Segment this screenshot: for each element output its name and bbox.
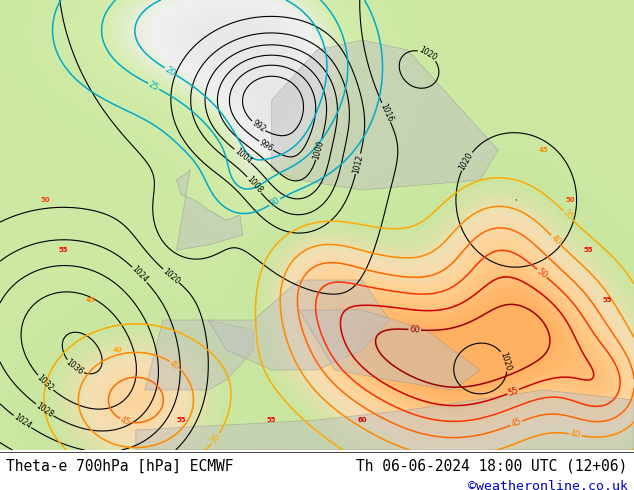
Text: 50: 50 [535,267,549,280]
Text: 1020: 1020 [417,46,438,63]
Text: 40: 40 [569,429,581,440]
Text: 55: 55 [584,247,593,253]
Text: 20: 20 [163,65,177,78]
Text: 45: 45 [86,297,96,303]
Text: 50: 50 [566,197,576,203]
Text: 1024: 1024 [12,413,33,431]
Text: 1020: 1020 [161,266,181,286]
Text: 55: 55 [267,417,276,423]
Text: ©weatheronline.co.uk: ©weatheronline.co.uk [468,480,628,490]
Text: 55: 55 [602,297,612,303]
Text: 35: 35 [209,432,223,445]
Text: 35: 35 [561,208,575,222]
Text: Theta-e 700hPa [hPa] ECMWF: Theta-e 700hPa [hPa] ECMWF [6,459,234,473]
Text: 40: 40 [113,347,123,353]
Text: 30: 30 [268,196,281,209]
Text: 45: 45 [119,415,132,427]
Text: 60: 60 [358,417,367,423]
Text: 45: 45 [538,147,548,153]
Text: 55: 55 [59,247,68,253]
Text: 25: 25 [147,80,160,93]
Text: 1012: 1012 [351,153,365,174]
Text: 55: 55 [507,386,520,398]
Text: 996: 996 [257,138,275,153]
Text: 1008: 1008 [245,174,264,195]
Text: 1036: 1036 [64,358,85,377]
Text: 45: 45 [510,417,523,429]
Text: 1020: 1020 [458,150,475,172]
Text: 40: 40 [168,358,182,371]
Text: 40: 40 [549,233,562,247]
Text: 60: 60 [409,325,420,335]
Text: 1000: 1000 [312,139,326,160]
Text: 1016: 1016 [378,102,394,123]
Text: Th 06-06-2024 18:00 UTC (12+06): Th 06-06-2024 18:00 UTC (12+06) [356,459,628,473]
Text: 1020: 1020 [499,350,513,371]
Text: 50: 50 [41,197,50,203]
Text: 55: 55 [176,417,186,423]
Text: 1004: 1004 [233,147,253,166]
Text: 1024: 1024 [130,265,150,285]
Text: 1032: 1032 [36,373,55,393]
Text: 1028: 1028 [34,401,55,419]
Text: 992: 992 [250,119,267,134]
